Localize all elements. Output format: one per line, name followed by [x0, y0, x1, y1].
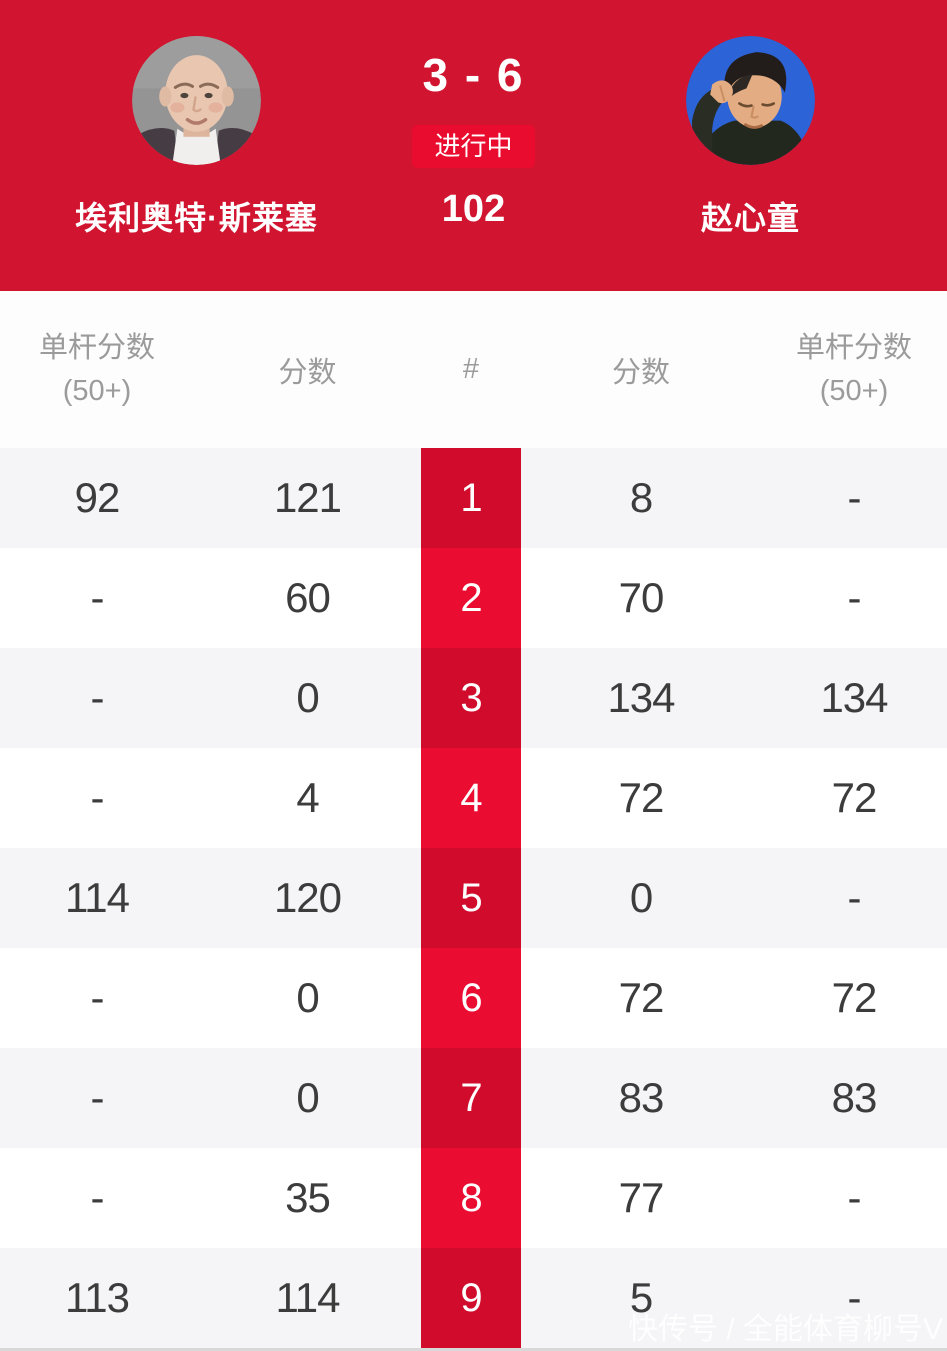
left-score-value: 114	[275, 1274, 341, 1321]
right-break-value: -	[847, 874, 862, 921]
frame-row-9: 113 114 9 5 -	[0, 1248, 947, 1348]
right-break-value: 83	[831, 1074, 878, 1121]
current-break-score: 102	[441, 187, 506, 230]
frame-number: 9	[421, 1248, 521, 1348]
player-left-avatar-image	[132, 36, 261, 165]
right-score-value: 0	[629, 874, 653, 921]
right-score-value: 72	[618, 974, 665, 1021]
col-header-right-break-line2: (50+)	[819, 374, 889, 407]
frame-row-5: 114 120 5 0 -	[0, 848, 947, 948]
frame-number: 3	[421, 648, 521, 748]
player-left: 埃利奥特·斯莱塞	[0, 0, 393, 291]
left-break-value: -	[90, 1174, 105, 1221]
right-break-value: -	[847, 1274, 862, 1321]
right-score-value: 70	[618, 574, 665, 621]
right-score-value: 83	[618, 1074, 665, 1121]
frame-number: 2	[421, 548, 521, 648]
frame-row-2: - 60 2 70 -	[0, 548, 947, 648]
left-break-value: 92	[74, 474, 121, 521]
col-header-left-break: 单杆分数 (50+)	[0, 291, 194, 448]
right-break-value: -	[847, 574, 862, 621]
left-break-value: -	[90, 974, 105, 1021]
left-score-value: 60	[285, 574, 331, 621]
left-break-value: -	[90, 674, 105, 721]
left-break-value: -	[90, 574, 105, 621]
right-score-value: 5	[629, 1274, 653, 1321]
frame-row-8: - 35 8 77 -	[0, 1148, 947, 1248]
col-header-left-break-line2: (50+)	[62, 374, 132, 407]
left-score-value: 120	[273, 874, 342, 921]
frame-number: 6	[421, 948, 521, 1048]
left-score-value: 0	[296, 1074, 319, 1121]
player-left-name: 埃利奥特·斯莱塞	[75, 200, 318, 236]
right-break-value: 72	[831, 974, 878, 1021]
player-right-name: 赵心童	[700, 200, 800, 236]
left-score-value: 0	[296, 974, 319, 1021]
left-score-value: 35	[285, 1174, 331, 1221]
right-break-value: 134	[820, 674, 888, 721]
col-header-right-score: 分数	[611, 356, 670, 389]
frame-row-1: 92 121 1 8 -	[0, 448, 947, 548]
right-break-value: 72	[831, 774, 878, 821]
right-score-value: 77	[618, 1174, 665, 1221]
left-break-value: 114	[65, 874, 130, 921]
player-left-avatar	[132, 36, 261, 165]
match-center: 3 - 6 进行中 102	[393, 0, 554, 291]
bottom-divider	[0, 1348, 947, 1351]
match-score: 3 - 6	[422, 49, 525, 101]
right-score-value: 72	[618, 774, 665, 821]
frame-number: 1	[421, 448, 521, 548]
right-break-value: -	[847, 474, 862, 521]
player-right-avatar	[686, 36, 815, 165]
match-status-badge: 进行中	[412, 125, 535, 168]
right-score-value: 8	[629, 474, 653, 521]
col-header-left-break-line1: 单杆分数	[38, 332, 155, 365]
player-right: 赵心童	[554, 0, 947, 291]
frame-number: 7	[421, 1048, 521, 1148]
col-header-right-break: 单杆分数 (50+)	[761, 291, 947, 448]
left-break-value: -	[90, 1074, 105, 1121]
left-score-value: 0	[296, 674, 319, 721]
right-break-value: -	[847, 1174, 862, 1221]
frame-table: 92 121 1 8 - - 60 2 70 - - 0 3 134 134 -…	[0, 448, 947, 1348]
frame-number: 5	[421, 848, 521, 948]
col-header-right-break-line1: 单杆分数	[795, 332, 912, 365]
player-right-avatar-image	[686, 36, 815, 165]
frame-row-7: - 0 7 83 83	[0, 1048, 947, 1148]
table-header: 单杆分数 (50+) 分数 # 分数 单杆分数 (50+)	[0, 291, 947, 448]
left-break-value: -	[90, 774, 105, 821]
right-score-value: 134	[607, 674, 675, 721]
left-score-value: 4	[296, 774, 319, 821]
frame-row-3: - 0 3 134 134	[0, 648, 947, 748]
frame-number: 4	[421, 748, 521, 848]
match-header: 埃利奥特·斯莱塞 3 - 6 进行中 102	[0, 0, 947, 291]
col-header-frame: #	[462, 353, 480, 385]
frame-row-4: - 4 4 72 72	[0, 748, 947, 848]
left-break-value: 113	[65, 1274, 130, 1321]
left-score-value: 121	[273, 474, 342, 521]
col-header-left-score: 分数	[278, 356, 337, 389]
frame-row-6: - 0 6 72 72	[0, 948, 947, 1048]
frame-number: 8	[421, 1148, 521, 1248]
